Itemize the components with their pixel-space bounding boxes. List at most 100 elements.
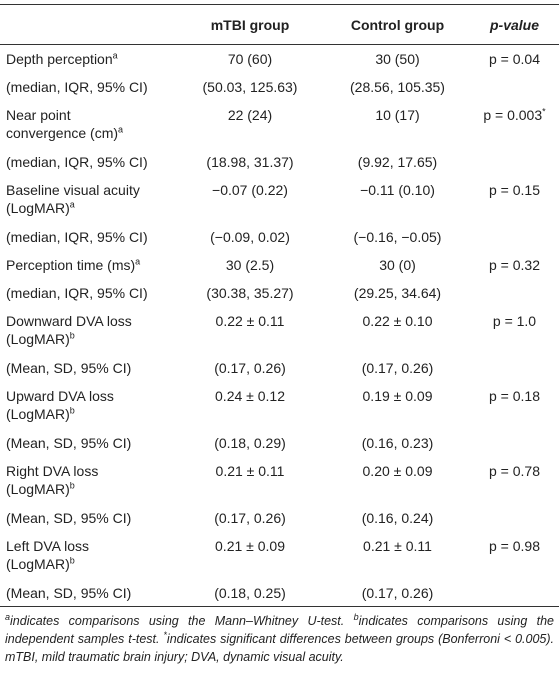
p-value-text: p = 1.0	[492, 312, 537, 329]
row-label: Baseline visual acuity (LogMAR)a	[0, 176, 175, 223]
p-value	[470, 354, 559, 382]
p-value: p = 0.78	[470, 457, 559, 504]
footnote-marker: b	[69, 329, 75, 340]
label-line: Depth perception	[6, 51, 113, 67]
footnote-marker: b	[353, 611, 359, 622]
table-row: Baseline visual acuity (LogMAR)a −0.07 (0.…	[0, 176, 559, 223]
mtbi-value: (50.03, 125.63)	[202, 78, 298, 95]
row-label: (Mean, SD, 95% CI)	[0, 354, 175, 382]
control-value: 0.21 ± 0.11	[363, 537, 432, 554]
table-row: (median, IQR, 95% CI) (−0.09, 0.02) (−0.16…	[0, 223, 559, 251]
label-line: (Mean, SD, 95% CI)	[6, 509, 132, 526]
table-row: Downward DVA loss (LogMAR)b 0.22 ± 0.11 0.2…	[0, 307, 559, 354]
mtbi-value: (0.18, 0.25)	[214, 584, 286, 601]
control-value: 0.20 ± 0.09	[362, 462, 433, 479]
label-line: (LogMAR)	[6, 555, 70, 572]
mtbi-value: 0.24 ± 0.12	[215, 387, 285, 404]
p-value	[470, 73, 559, 101]
row-label: Left DVA loss (LogMAR)b	[0, 532, 175, 579]
table-row: Depth perceptiona 70 (60) 30 (50) p = 0.04	[0, 45, 559, 73]
p-value-text: p = 0.18	[489, 387, 540, 404]
p-value-text: p = 0.98	[489, 537, 540, 554]
header-row: mTBI group Control group p-value	[0, 4, 559, 45]
mtbi-value: 0.21 ± 0.11	[215, 462, 285, 479]
mtbi-value: (18.98, 31.37)	[206, 153, 294, 170]
control-value: (−0.16, −0.05)	[353, 228, 442, 245]
row-label: (median, IQR, 95% CI)	[0, 279, 175, 307]
mtbi-value: 22 (24)	[227, 106, 273, 123]
label-line: (Mean, SD, 95% CI)	[6, 359, 132, 376]
control-value: 0.19 ± 0.09	[362, 387, 433, 404]
table-row: Perception time (ms)a 30 (2.5) 30 (0) p = 0…	[0, 251, 559, 279]
row-label: Perception time (ms)a	[0, 251, 175, 279]
p-value	[470, 429, 559, 457]
p-value: p = 0.003*	[470, 101, 559, 148]
control-value: 30 (0)	[379, 256, 416, 273]
p-value	[470, 579, 559, 607]
control-value: (0.16, 0.24)	[361, 509, 434, 526]
footnote-text: indicates significant differences betwee…	[5, 632, 554, 664]
label-line: Perception time (ms)	[6, 256, 136, 273]
table-row: Near point convergence (cm)a 22 (24) 10 (17…	[0, 101, 559, 148]
mtbi-value: (0.17, 0.26)	[214, 359, 286, 376]
mtbi-value: (0.17, 0.26)	[214, 509, 286, 526]
header-cell: Control group	[350, 16, 445, 33]
mtbi-value: (0.18, 0.29)	[214, 434, 286, 451]
control-value: (28.56, 105.35)	[350, 78, 445, 95]
row-label: Depth perceptiona	[0, 45, 175, 73]
footnote-marker: b	[69, 479, 75, 490]
label-line: Baseline visual acuity	[6, 181, 140, 198]
footnote-marker: a	[135, 255, 141, 266]
p-value: p = 1.0	[470, 307, 559, 354]
row-label: (median, IQR, 95% CI)	[0, 223, 175, 251]
table-row: (median, IQR, 95% CI) (30.38, 35.27) (29.2…	[0, 279, 559, 307]
header-cell: mTBI group	[210, 16, 290, 33]
p-value-text: p = 0.04	[489, 51, 540, 67]
label-line: (Mean, SD, 95% CI)	[6, 434, 132, 451]
mtbi-value: 0.22 ± 0.11	[215, 312, 285, 329]
label-line: (Mean, SD, 95% CI)	[6, 584, 132, 601]
table-row: (Mean, SD, 95% CI) (0.18, 0.25) (0.17, 0.2…	[0, 579, 559, 607]
footnote-text: indicates comparisons using the Mann–Whi…	[10, 614, 354, 628]
label-line: convergence (cm)	[6, 124, 119, 141]
row-label: Near point convergence (cm)a	[0, 101, 175, 148]
mtbi-value: 70 (60)	[227, 51, 273, 67]
table-row: (Mean, SD, 95% CI) (0.17, 0.26) (0.17, 0.2…	[0, 354, 559, 382]
label-line: Upward DVA loss	[6, 387, 114, 404]
p-value: p = 0.15	[470, 176, 559, 223]
results-table: mTBI group Control group p-value Depth p…	[0, 4, 559, 607]
p-value-text: p = 0.15	[489, 181, 540, 198]
p-value: p = 0.04	[470, 45, 559, 73]
header-cell	[0, 5, 175, 45]
p-value-text: p = 0.003	[483, 106, 543, 123]
row-label: (Mean, SD, 95% CI)	[0, 579, 175, 607]
label-line: Downward DVA loss	[6, 312, 132, 329]
label-line: (median, IQR, 95% CI)	[6, 153, 148, 170]
mtbi-value: 0.21 ± 0.09	[215, 537, 285, 554]
control-value: 0.22 ± 0.10	[362, 312, 433, 329]
table-header: mTBI group Control group p-value	[0, 4, 559, 45]
label-line: (median, IQR, 95% CI)	[6, 228, 148, 245]
p-value	[470, 223, 559, 251]
p-value	[470, 148, 559, 176]
label-line: (LogMAR)	[6, 405, 70, 422]
table-body: Depth perceptiona 70 (60) 30 (50) p = 0.04(…	[0, 45, 559, 607]
header-cell: p-value	[489, 16, 539, 33]
table-row: (median, IQR, 95% CI) (50.03, 125.63) (28.…	[0, 73, 559, 101]
label-line: (LogMAR)	[6, 480, 70, 497]
p-value-text: p = 0.78	[489, 462, 540, 479]
mtbi-value: (−0.09, 0.02)	[210, 228, 290, 245]
footnote-marker: a	[5, 611, 11, 622]
row-label: (median, IQR, 95% CI)	[0, 148, 175, 176]
mtbi-value: (30.38, 35.27)	[206, 284, 294, 301]
p-value	[470, 504, 559, 532]
footnote-marker: b	[69, 554, 75, 565]
p-value: p = 0.18	[470, 382, 559, 429]
label-line: (LogMAR)	[6, 199, 70, 216]
control-value: (9.92, 17.65)	[357, 153, 438, 170]
p-value: p = 0.32	[470, 251, 559, 279]
footnote-marker: a	[118, 123, 124, 134]
footnote-text: indicates comparisons using the independ…	[5, 614, 555, 646]
label-line: Left DVA loss	[6, 537, 90, 554]
